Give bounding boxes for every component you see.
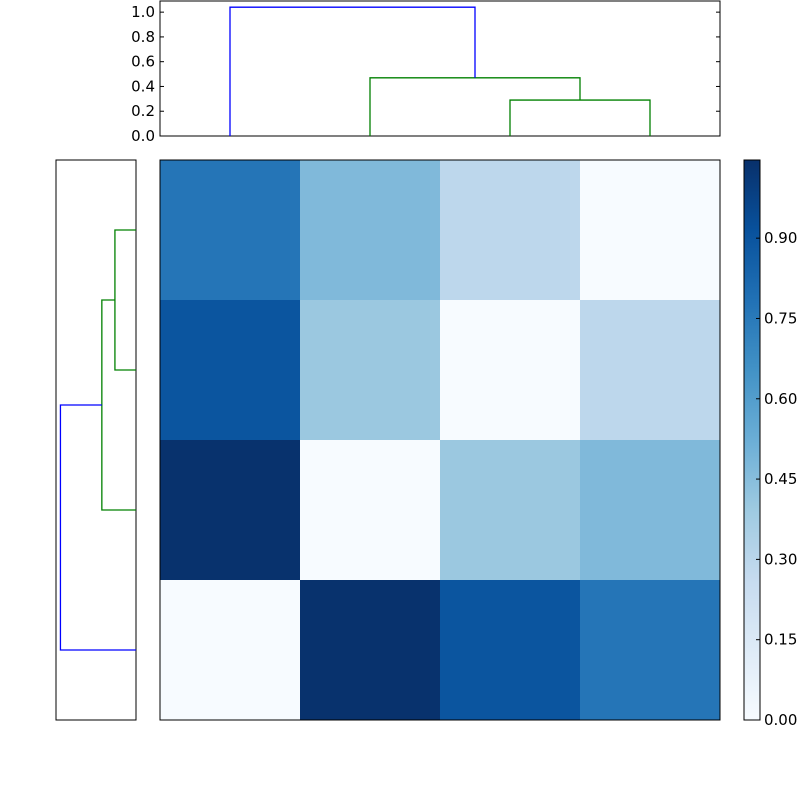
heatmap-cell	[300, 580, 440, 720]
heatmap-cell	[300, 160, 440, 300]
y-tick-label: 0.0	[131, 127, 155, 145]
colorbar-tick-label: 0.30	[764, 550, 797, 568]
heatmap-cell	[440, 440, 580, 580]
top-dendrogram: 0.0 0.2 0.4 0.6 0.8 1.0	[131, 0, 721, 145]
heatmap-frame	[159, 159, 721, 721]
y-tick-label: 0.8	[131, 28, 155, 46]
y-tick-label: 0.2	[131, 102, 155, 120]
dendrogram-link	[101, 299, 136, 511]
colorbar-tick-label: 0.00	[764, 711, 797, 729]
left-dendrogram-frame	[55, 159, 137, 721]
heatmap-cell	[440, 300, 580, 440]
colorbar-tick-label: 0.75	[764, 309, 797, 327]
top-dendrogram-frame	[159, 0, 721, 137]
colorbar-bar	[743, 159, 761, 721]
left-dendrogram	[55, 159, 137, 721]
heatmap	[159, 159, 721, 721]
heatmap-cell	[300, 440, 440, 580]
heatmap-cell	[580, 440, 720, 580]
dendrogram-link	[509, 99, 651, 136]
heatmap-cell	[580, 300, 720, 440]
colorbar-tick-label: 0.15	[764, 631, 797, 649]
heatmap-cell	[440, 160, 580, 300]
dendrogram-link	[229, 6, 476, 136]
heatmap-cell	[580, 580, 720, 720]
y-tick-label: 1.0	[131, 3, 155, 21]
heatmap-cell	[160, 160, 300, 300]
y-tick-label: 0.6	[131, 53, 155, 71]
dendrogram-link	[59, 404, 136, 651]
heatmap-cell	[300, 300, 440, 440]
heatmap-cell	[440, 580, 580, 720]
colorbar-tick-label: 0.60	[764, 390, 797, 408]
dendrogram-link	[369, 77, 581, 136]
colorbar-tick-label: 0.90	[764, 229, 797, 247]
heatmap-cell	[160, 440, 300, 580]
dendrogram-link	[114, 229, 136, 371]
heatmap-cell	[580, 160, 720, 300]
colorbar: 0.00 0.15 0.30 0.45 0.60 0.75 0.90	[743, 159, 797, 729]
heatmap-cell	[160, 580, 300, 720]
heatmap-cell	[160, 300, 300, 440]
y-tick-label: 0.4	[131, 77, 155, 95]
colorbar-tick-label: 0.45	[764, 470, 797, 488]
